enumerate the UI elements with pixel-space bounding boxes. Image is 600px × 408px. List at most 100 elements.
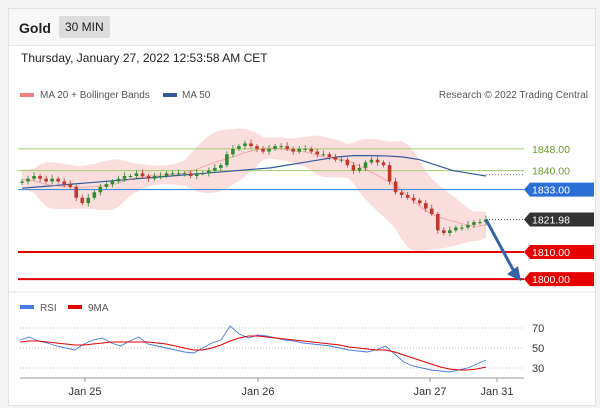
candle-body (122, 176, 127, 179)
ma50-legend-label: MA 50 (182, 90, 211, 101)
candle-body (20, 181, 24, 183)
candle-body (429, 208, 434, 214)
candle-body (285, 146, 289, 149)
candle-body (309, 148, 314, 152)
candle-body (86, 197, 91, 204)
candle-body (249, 143, 253, 147)
candle-body (56, 178, 60, 182)
candle-body (110, 181, 115, 185)
candle-body (62, 181, 66, 185)
candle-body (32, 176, 36, 179)
level-tag-1833.00 (524, 182, 594, 197)
candle-body (176, 173, 181, 175)
level-label-1810.00: 1810.00 (532, 247, 570, 259)
rsi-legend-label: RSI (40, 303, 57, 314)
candle-body (237, 146, 241, 149)
candle-body (399, 192, 404, 195)
x-tick-label: Jan 26 (241, 386, 274, 398)
candle-body (442, 230, 446, 233)
bollinger-band (22, 128, 486, 252)
candle-body (393, 181, 398, 193)
forecast-arrow-head (507, 266, 521, 282)
ma20-legend-label: MA 20 + Bollinger Bands (40, 90, 150, 101)
candle-body (146, 176, 151, 179)
candle-body (273, 146, 277, 149)
candle-body (98, 186, 103, 193)
x-tick-label: Jan 31 (480, 386, 513, 398)
candle-body (387, 165, 392, 182)
candle-body (26, 178, 30, 182)
candle-body (417, 200, 422, 204)
candle-body (213, 167, 217, 171)
candle-body (303, 148, 308, 150)
timeframe-button[interactable]: 30 MIN (59, 16, 110, 38)
candle-body (200, 173, 205, 175)
candle-body (327, 154, 332, 157)
candle-body (164, 173, 169, 176)
candle-body (405, 195, 410, 198)
candle-body (267, 148, 271, 152)
chart-header: Gold 30 MIN (9, 9, 595, 46)
candle-body (315, 151, 320, 155)
ma9-legend-swatch (68, 305, 82, 309)
candle-body (261, 148, 265, 152)
rsi-legend-swatch (20, 305, 34, 309)
candle-body (231, 148, 235, 155)
candle-body (80, 197, 85, 204)
level-label-1800.00: 1800.00 (532, 274, 570, 286)
candle-body (128, 176, 133, 177)
rsi-level-label-70: 70 (532, 323, 544, 335)
candle-body (448, 230, 452, 233)
level-label-1848.00: 1848.00 (532, 144, 570, 156)
level-tag-1800.00 (524, 272, 594, 287)
candle-body (333, 157, 338, 160)
level-label-1833.00: 1833.00 (532, 185, 570, 197)
candle-body (351, 165, 356, 171)
candle-body (472, 222, 476, 225)
last-price-tag (524, 212, 594, 227)
candle-body (116, 178, 121, 182)
ma50-line (21, 155, 487, 189)
candle-body (478, 222, 482, 224)
candle-body (219, 165, 223, 168)
candle-body (158, 176, 163, 177)
candle-body (375, 159, 380, 163)
rsi-level-label-30: 30 (532, 363, 544, 375)
candle-body (206, 170, 211, 174)
x-tick-label: Jan 25 (68, 386, 101, 398)
x-tick-label: Jan 27 (413, 386, 446, 398)
candle-body (466, 224, 470, 228)
level-tag-1810.00 (524, 245, 594, 259)
timestamp: Thursday, January 27, 2022 12:53:58 AM C… (21, 51, 268, 65)
candle-body (152, 176, 157, 179)
candle-body (460, 227, 464, 229)
rsi-level-label-50: 50 (532, 343, 544, 355)
candle-body (291, 148, 295, 152)
instrument-title: Gold (19, 20, 51, 36)
candle-body (297, 148, 302, 152)
candle-body (182, 173, 187, 175)
rsi-line (19, 325, 487, 373)
ma9-legend-label: 9MA (88, 303, 109, 314)
candle-body (423, 203, 428, 209)
candle-body (92, 192, 97, 198)
candle-body (369, 159, 374, 163)
candle-body (170, 173, 175, 175)
candle-body (44, 178, 48, 182)
candle-body (225, 154, 229, 166)
candle-body (339, 159, 344, 161)
last-price-label: 1821.98 (532, 214, 570, 226)
candle-body (381, 162, 386, 166)
candle-body (411, 197, 416, 201)
candle-body (188, 173, 193, 176)
candle-body (50, 178, 54, 182)
level-label-1840.00: 1840.00 (532, 166, 570, 178)
candle-body (194, 173, 199, 176)
candle-body (454, 227, 458, 231)
candle-body (279, 146, 283, 148)
candle-body (357, 167, 362, 171)
candle-body (74, 186, 79, 198)
candle-body (321, 154, 326, 156)
ma9-line (19, 335, 487, 371)
